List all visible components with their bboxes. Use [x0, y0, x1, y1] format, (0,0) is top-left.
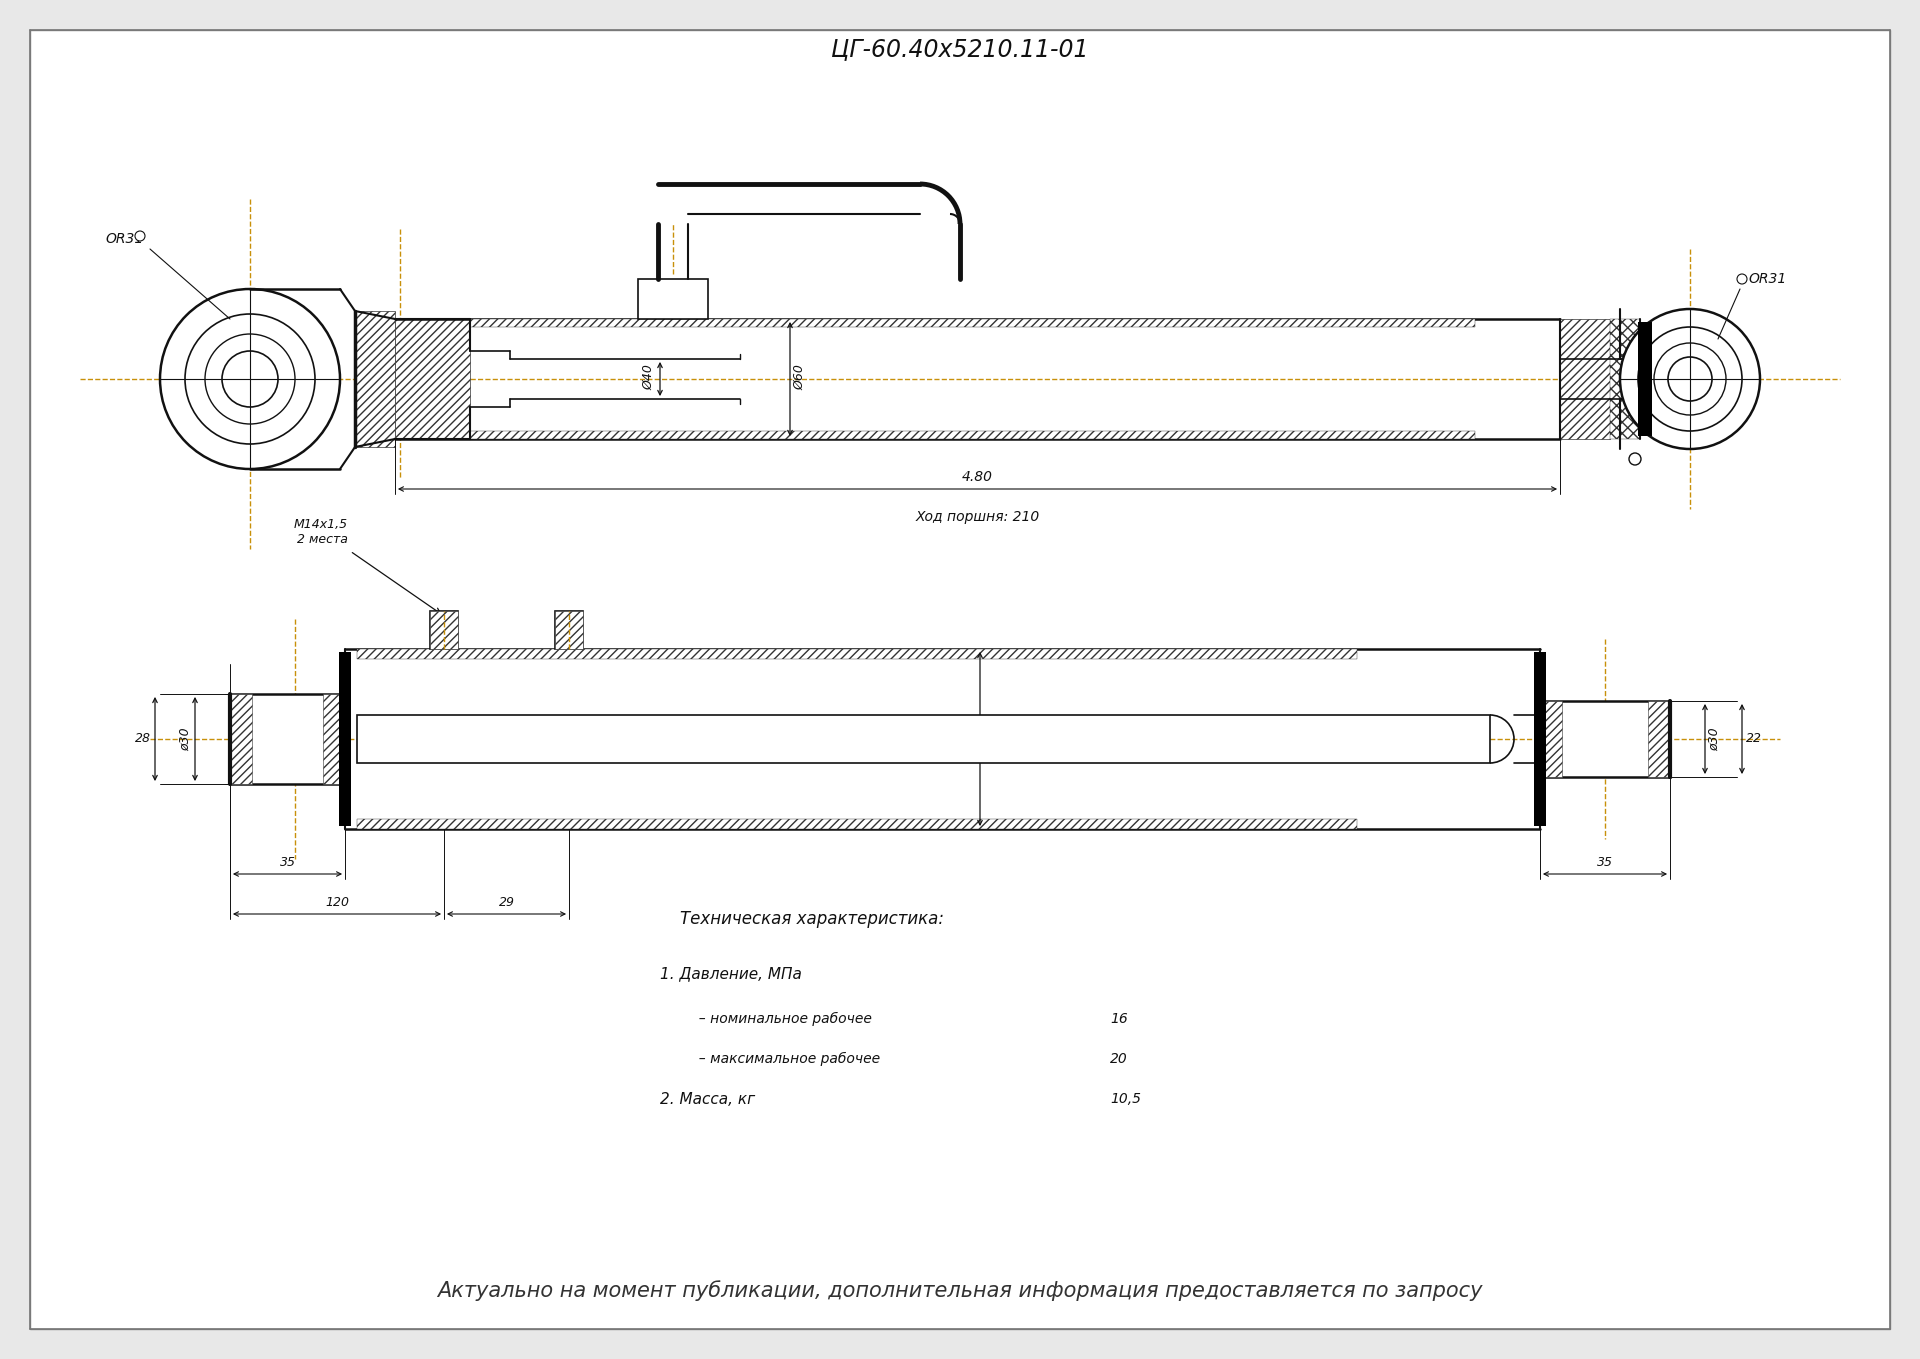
Bar	[1540, 701, 1670, 777]
Text: ø30: ø30	[179, 727, 192, 750]
Circle shape	[1620, 308, 1761, 448]
Text: 29: 29	[499, 896, 515, 909]
Circle shape	[1638, 328, 1741, 431]
Text: 2. Масса, кг: 2. Масса, кг	[660, 1091, 755, 1106]
Text: 120: 120	[324, 896, 349, 909]
Circle shape	[223, 351, 278, 406]
Bar	[1540, 701, 1563, 777]
Text: Актуально на момент публикации, дополнительная информация предоставляется по зап: Актуально на момент публикации, дополнит…	[438, 1280, 1482, 1302]
Circle shape	[184, 314, 315, 444]
Bar	[396, 319, 470, 439]
Bar	[357, 715, 1490, 762]
Text: 35: 35	[280, 856, 296, 868]
Bar	[340, 652, 351, 826]
Text: 1. Давление, МПа: 1. Давление, МПа	[660, 966, 803, 981]
Bar	[430, 612, 459, 650]
Circle shape	[1628, 453, 1642, 465]
Bar	[637, 279, 708, 319]
Text: ЦГ-60.40х5210.11-01: ЦГ-60.40х5210.11-01	[831, 37, 1089, 61]
Bar	[1611, 319, 1640, 439]
Bar	[1534, 652, 1546, 826]
Text: 20: 20	[1110, 1052, 1127, 1065]
Circle shape	[1668, 357, 1713, 401]
Text: 35: 35	[1597, 856, 1613, 868]
Bar	[357, 650, 1357, 659]
Text: 16: 16	[1110, 1012, 1127, 1026]
Text: – максимальное рабочее: – максимальное рабочее	[689, 1052, 879, 1065]
Text: Ø40: Ø40	[641, 364, 655, 390]
Circle shape	[1653, 342, 1726, 414]
Bar	[357, 819, 1357, 829]
Text: OR31: OR31	[106, 232, 144, 246]
Bar	[470, 431, 1475, 439]
Bar	[1559, 319, 1611, 439]
Text: M14x1,5
2 места: M14x1,5 2 места	[294, 518, 348, 546]
Circle shape	[159, 289, 340, 469]
Bar	[230, 694, 346, 784]
Bar	[555, 612, 584, 650]
Text: 4.80: 4.80	[962, 470, 993, 484]
Bar	[1647, 701, 1670, 777]
Circle shape	[1738, 275, 1747, 284]
Text: Ход поршня: 210: Ход поршня: 210	[916, 510, 1039, 525]
Bar	[470, 319, 1475, 328]
Text: Ø75: Ø75	[983, 726, 996, 752]
Text: ø30: ø30	[1709, 727, 1720, 750]
Circle shape	[134, 231, 146, 241]
Bar	[555, 612, 584, 650]
Text: Ø60: Ø60	[793, 364, 806, 390]
Bar	[430, 612, 459, 650]
Bar	[355, 311, 396, 447]
Text: 10,5: 10,5	[1110, 1093, 1140, 1106]
Bar	[1638, 322, 1651, 436]
Bar	[230, 694, 252, 784]
Circle shape	[205, 334, 296, 424]
Bar	[323, 694, 346, 784]
Text: 28: 28	[134, 733, 152, 746]
Text: 22: 22	[1745, 733, 1763, 746]
Text: Техническая характеристика:: Техническая характеристика:	[680, 911, 945, 928]
Text: OR31: OR31	[1747, 272, 1786, 285]
Text: – номинальное рабочее: – номинальное рабочее	[689, 1012, 872, 1026]
